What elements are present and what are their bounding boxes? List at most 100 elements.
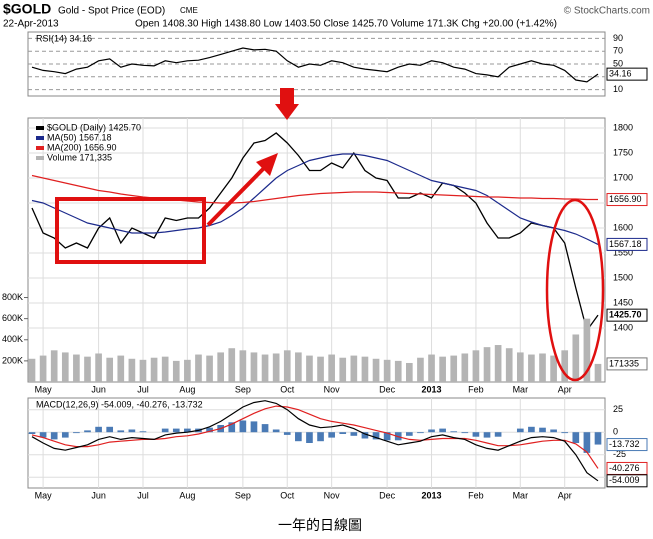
bar [406,362,413,382]
series-line [31,174,598,204]
bar [561,432,569,434]
bar [583,318,591,382]
bar [428,429,435,433]
x-tick-label: Mar [513,384,529,394]
bar [372,358,380,382]
bar [383,359,391,382]
bar [361,356,369,382]
bar [550,429,557,433]
bar [272,353,280,382]
bar [128,358,136,382]
bar [84,430,91,433]
y-tick-label: 1400 [613,322,633,332]
bar [172,360,180,382]
legend-label: Volume 171,335 [47,152,112,162]
bar [350,355,358,382]
bar [61,352,69,382]
y-tick-label: 1550 [613,247,633,257]
x-tick-label: Sep [235,490,251,500]
bar [250,352,258,382]
bar [306,355,313,382]
bar [217,352,224,382]
x-tick-label: May [35,490,53,500]
bar [161,356,169,382]
end-label: 1567.18 [609,239,642,249]
y-tick-label: 10 [613,84,623,94]
legend-label: MA(200) 1656.90 [47,142,117,152]
panel-frame [27,397,606,489]
legend-swatch [36,156,44,160]
bar [350,432,358,436]
x-tick-label: Oct [280,490,295,500]
end-label: 1425.70 [609,310,642,320]
bar [73,432,80,434]
end-label-box [606,193,648,207]
bar [283,432,291,435]
bar [61,432,69,438]
bar [528,354,535,382]
bar [139,431,147,433]
peak-arrow-shaft [280,88,294,104]
panel-title: MACD(12,26,9) -54.009, -40.276, -13.732 [36,399,203,409]
bar [328,432,335,438]
y-tick-label: 1500 [613,272,633,282]
y-tick-label: 0 [613,427,618,437]
bar [106,357,114,382]
x-tick-label: Dec [379,490,396,500]
bar [261,424,269,433]
end-label: 34.16 [609,69,632,79]
series-line [31,132,599,333]
trend-arrowhead [256,153,278,176]
bar [339,357,347,382]
quote: Open 1408.30 High 1438.80 Low 1403.50 Cl… [135,19,557,30]
crash-ellipse [545,198,605,382]
bar [184,359,191,382]
bar [594,363,602,382]
x-tick-label: Jun [91,384,106,394]
source: © StockCharts.com [564,6,650,17]
bar [184,428,191,433]
x-tick-label: Aug [179,490,195,500]
bar [50,350,58,382]
bar [472,432,480,437]
legend-swatch [36,146,44,150]
bar [95,353,102,382]
bar [195,354,202,382]
end-label-box [606,474,648,488]
bar [417,432,424,434]
y-tick-label: 1800 [613,122,633,132]
x-tick-label: Aug [179,384,195,394]
y-tick-label: -25 [613,449,626,459]
bar [494,345,502,382]
x-tick-label: Jul [137,490,149,500]
bar [317,356,324,382]
x-tick-label: Feb [468,490,484,500]
y-tick-label: 90 [613,33,623,43]
bar [272,429,280,433]
bar [450,431,458,433]
panel-frame [27,117,606,383]
legend-swatch [36,136,44,140]
x-tick-label: Apr [558,490,572,500]
bar [439,428,446,433]
bar [206,355,213,382]
bar [250,421,258,433]
bar [483,432,491,438]
bar [461,432,469,434]
bar [583,432,591,453]
bar [28,358,36,382]
bar [239,350,247,382]
x-tick-label: 2013 [422,384,442,394]
bar [383,432,391,441]
legend-label: MA(50) 1567.18 [47,132,112,142]
exchange: CME [180,6,198,15]
bar [417,357,424,382]
y-tick-label: 1750 [613,147,633,157]
date: 22-Apr-2013 [3,19,59,30]
bar [472,350,480,382]
end-label: 1656.90 [609,194,642,204]
range-box [55,197,206,264]
end-label-box [606,438,648,452]
bar [450,355,458,382]
